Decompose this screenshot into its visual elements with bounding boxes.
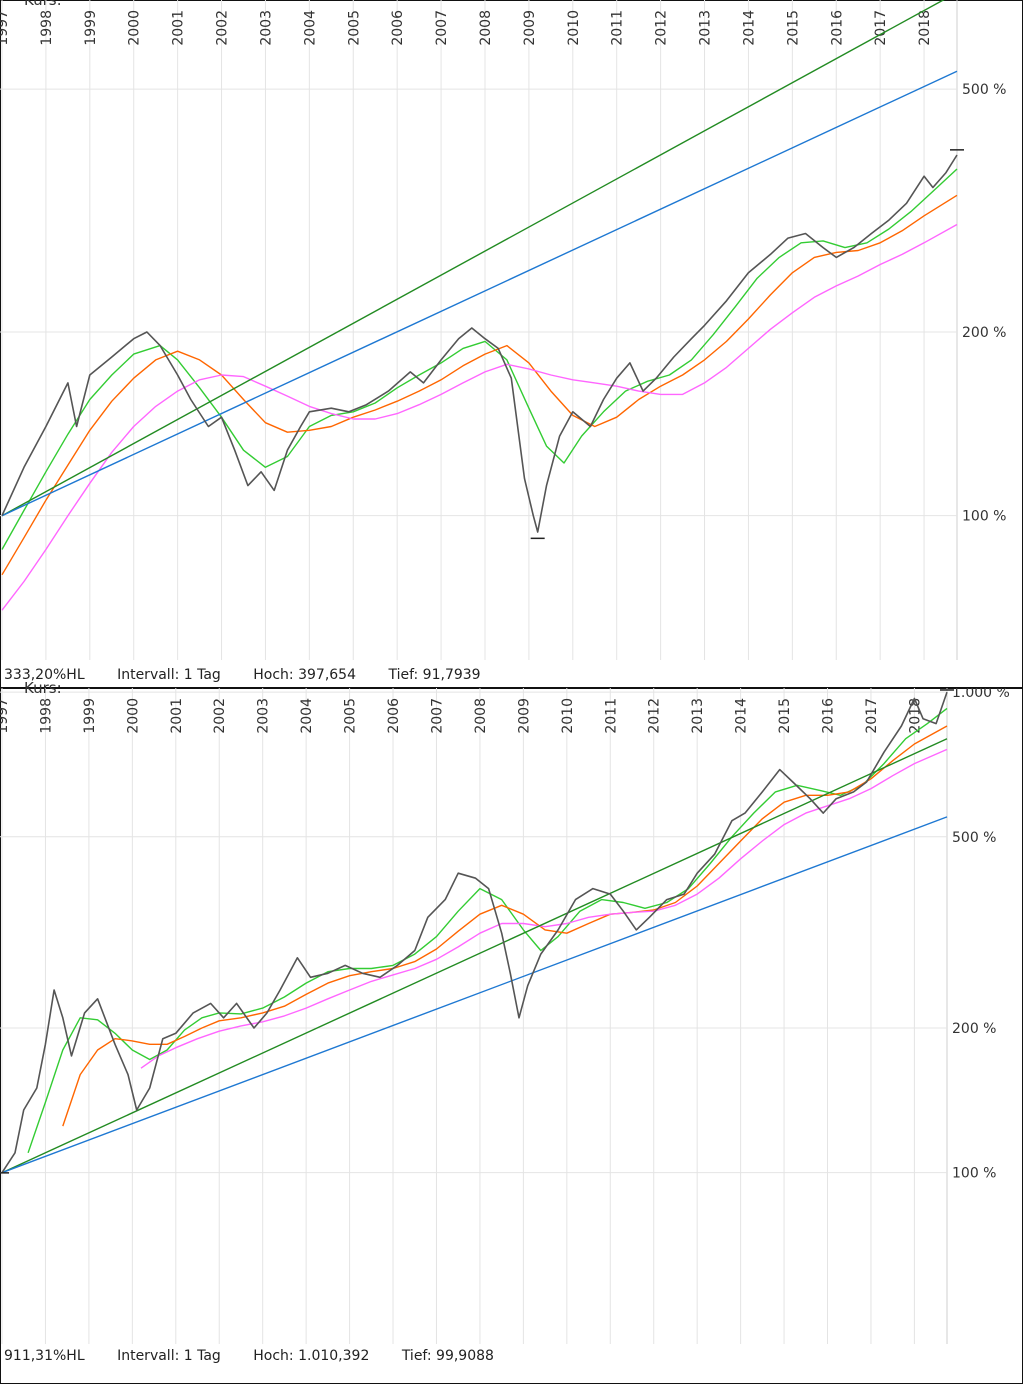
x-tick-label: 2012 (647, 698, 663, 734)
x-tick-label: 2015 (777, 698, 793, 734)
y-tick-label: 500 % (962, 82, 1006, 98)
x-tick-label: 2001 (171, 10, 187, 46)
x-tick-label: 2002 (215, 10, 231, 46)
series-line-ma-mid (1, 194, 958, 576)
x-tick-label: 2007 (429, 698, 445, 734)
x-tick-label: 2013 (690, 698, 706, 734)
chart-panel-bottom: 1997 1998 1999 2000 2001 2002 2003 2004 2005 2006… (0, 679, 1023, 1384)
x-tick-label: 1999 (83, 10, 99, 46)
status-bar: 333,20%HL Intervall: 1 Tag Hoch: 397,654… (4, 667, 509, 683)
x-tick-label: 2000 (127, 10, 143, 46)
y-tick-label: 500 % (952, 830, 996, 846)
series-line-trendline (1, 738, 948, 1174)
series-line-trendline (1, 816, 948, 1174)
x-tick-label: 2002 (212, 698, 228, 734)
x-tick-label: 2001 (169, 698, 185, 734)
x-tick-label: 2004 (302, 10, 318, 46)
x-tick-label: 2005 (346, 10, 362, 46)
x-tick-label: 2008 (478, 10, 494, 46)
y-tick-label: 1.000 % (952, 688, 1010, 701)
series-line-ma-long (140, 748, 948, 1069)
x-tick-label: 2010 (566, 10, 582, 46)
y-tick-label: 200 % (952, 1021, 996, 1037)
x-tick-label: 1997 (0, 10, 11, 46)
x-tick-label: 2008 (473, 698, 489, 734)
y-tick-label: 200 % (962, 325, 1006, 341)
chart-panel-top: 1997 1998 1999 2000 2001 2002 2003 2004 2005 2006… (0, 0, 1023, 688)
x-tick-label: 1998 (39, 10, 55, 46)
panel-divider (0, 687, 1023, 689)
x-tick-label: 2012 (654, 10, 670, 46)
x-tick-label: 1998 (38, 698, 54, 734)
x-tick-label: 2016 (821, 698, 837, 734)
x-tick-label: 2014 (734, 698, 750, 734)
x-tick-label: 2007 (434, 10, 450, 46)
y-tick-label: 100 % (952, 1166, 996, 1182)
status-high: Hoch: 1.010,392 (253, 1348, 370, 1364)
status-value: 911,31%HL (4, 1348, 85, 1364)
x-tick-label: 1999 (82, 698, 98, 734)
x-tick-label: 2014 (741, 10, 757, 46)
x-tick-label: 2003 (258, 10, 274, 46)
x-tick-label: 2006 (390, 10, 406, 46)
status-value: 333,20%HL (4, 667, 85, 683)
series-line-trendline (1, 70, 958, 517)
y-tick-label: 100 % (962, 509, 1006, 525)
x-tick-label: 2003 (256, 698, 272, 734)
x-tick-label: 2010 (560, 698, 576, 734)
x-tick-label: 2006 (386, 698, 402, 734)
chart-top-svg: 1997 1998 1999 2000 2001 2002 2003 2004 2005 2006… (0, 0, 1006, 660)
series-line-trendline (1, 0, 945, 517)
x-tick-label: 2016 (829, 10, 845, 46)
series-line-ma-short (27, 707, 948, 1154)
x-tick-label: 2005 (343, 698, 359, 734)
x-tick-label: 2009 (516, 698, 532, 734)
series-line-ma-short (1, 168, 958, 550)
status-interval: Intervall: 1 Tag (117, 1348, 221, 1364)
series-line-price (1, 154, 958, 533)
x-tick-label: 2011 (603, 698, 619, 734)
x-tick-label: 2013 (698, 10, 714, 46)
x-tick-label: 2011 (610, 10, 626, 46)
x-tick-label: 2017 (873, 10, 889, 46)
x-tick-label: 2015 (785, 10, 801, 46)
status-bar: 911,31%HL Intervall: 1 Tag Hoch: 1.010,3… (4, 1348, 522, 1364)
series-line-ma-mid (62, 725, 948, 1127)
status-high: Hoch: 397,654 (253, 667, 356, 683)
x-tick-label: 2004 (299, 698, 315, 734)
x-tick-label: 1997 (0, 698, 11, 734)
status-interval: Intervall: 1 Tag (117, 667, 221, 683)
series-line-price (1, 691, 948, 1174)
status-low: Tief: 99,9088 (401, 1348, 494, 1364)
x-tick-label: 2009 (522, 10, 538, 46)
x-tick-label: 2018 (917, 10, 933, 46)
x-tick-label: 2000 (125, 698, 141, 734)
chart-bottom-svg: 1997 1998 1999 2000 2001 2002 2003 2004 2005 2006… (0, 688, 1010, 1344)
x-tick-label: 2018 (907, 698, 923, 734)
status-low: Tief: 91,7939 (388, 667, 481, 683)
series-line-ma-long (1, 223, 958, 611)
x-tick-label: 2017 (864, 698, 880, 734)
chart-title: Kurs: (24, 679, 62, 697)
chart-title: Kurs: (24, 0, 62, 9)
